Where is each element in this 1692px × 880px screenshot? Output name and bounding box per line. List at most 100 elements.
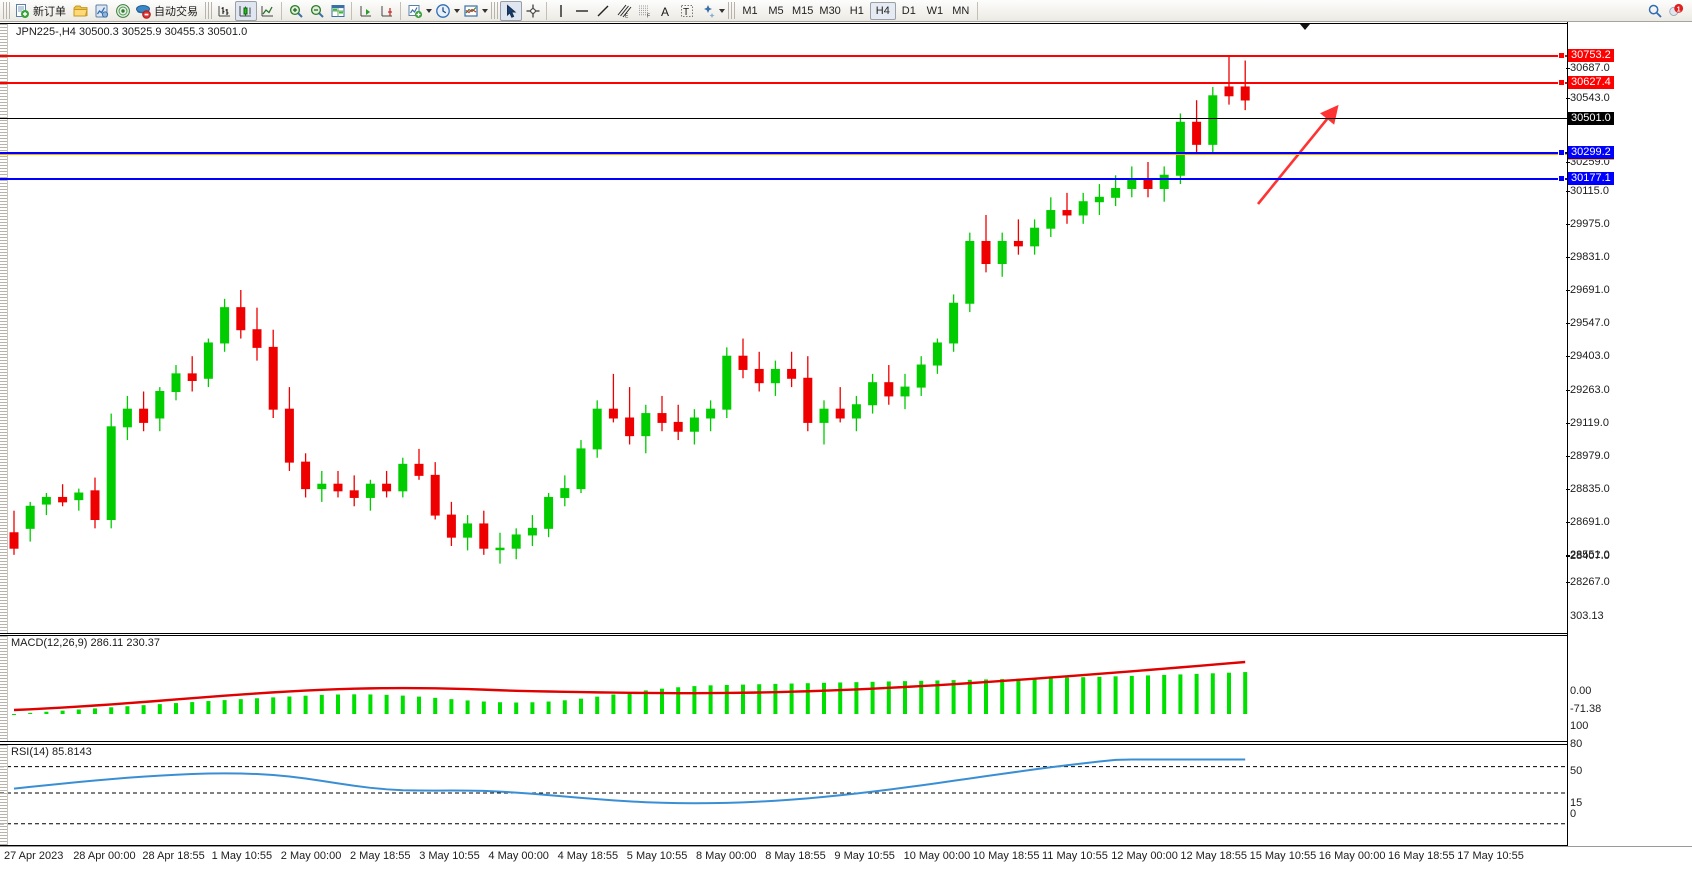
resistance-line-1-tag[interactable]: 30753.2 <box>1568 49 1614 62</box>
indicators-dropdown-caret[interactable] <box>426 8 432 13</box>
zoom-in-button[interactable] <box>285 1 306 21</box>
line-chart-button[interactable] <box>257 1 278 21</box>
macd-panel[interactable]: MACD(12,26,9) 286.11 230.37 <box>0 635 1568 742</box>
pivot-line[interactable] <box>0 153 1568 155</box>
cursor-button[interactable] <box>500 0 522 21</box>
timeframe-w1[interactable]: W1 <box>926 4 944 17</box>
vertical-line-button[interactable] <box>550 1 571 21</box>
macd-tick: 0.00 <box>1570 685 1592 697</box>
current-price-tag[interactable]: 30501.0 <box>1568 112 1614 125</box>
support-line-2-handle[interactable] <box>1558 175 1565 182</box>
timeframe-m15[interactable]: M15 <box>792 4 814 17</box>
data-window-button[interactable] <box>327 1 348 21</box>
time-tick: 28 Apr 18:55 <box>142 850 205 862</box>
timeframe-h1[interactable]: H1 <box>849 4 864 17</box>
price-tickmark <box>1566 257 1570 258</box>
fibonacci-button[interactable]: F <box>634 1 655 21</box>
price-tickmark <box>1566 522 1570 523</box>
navigator-button[interactable] <box>112 1 133 21</box>
shapes-dropdown-caret[interactable] <box>719 8 725 13</box>
rsi-series <box>0 758 1568 825</box>
notifications-icon: 1 <box>1668 3 1683 16</box>
time-tick: 16 May 18:55 <box>1388 850 1455 862</box>
rsi-tick: 50 <box>1570 765 1583 777</box>
toolbar-grip-2[interactable] <box>205 2 212 19</box>
support-line-1-handle[interactable] <box>1558 149 1565 156</box>
support-line-1[interactable] <box>0 152 1568 154</box>
periods-dropdown-caret[interactable] <box>454 8 460 13</box>
timeframe-d1[interactable]: D1 <box>901 4 916 17</box>
rsi-label: RSI(14) 85.8143 <box>11 746 92 758</box>
indicators-button[interactable] <box>404 1 425 21</box>
time-tick: 16 May 00:00 <box>1318 850 1386 862</box>
support-line-2[interactable] <box>0 178 1568 180</box>
timeframe-mn[interactable]: MN <box>952 4 970 17</box>
toolbar-grip-4[interactable] <box>728 2 735 19</box>
crosshair-button[interactable] <box>522 1 543 21</box>
trendline-button[interactable] <box>592 1 613 21</box>
candlestick-chart-button[interactable] <box>235 0 257 21</box>
price-tick: 29975.0 <box>1566 218 1610 230</box>
resistance-line-1[interactable] <box>0 55 1568 57</box>
price-tickmark <box>1566 323 1570 324</box>
time-tick: 4 May 18:55 <box>557 850 619 862</box>
timeframe-m1[interactable]: M1 <box>742 4 758 17</box>
rsi-tick: 15 <box>1570 797 1583 809</box>
new-order-button[interactable]: 新订单 <box>12 1 70 21</box>
resistance-line-2-tag[interactable]: 30627.4 <box>1568 76 1614 89</box>
resistance-line-2-handle[interactable] <box>1558 79 1565 86</box>
crosshair-icon <box>526 4 539 17</box>
price-tickmark <box>1566 162 1570 163</box>
auto-scroll-icon <box>360 5 371 16</box>
toolbar-grip[interactable] <box>3 2 10 19</box>
chart-shift-icon <box>381 5 392 16</box>
support-line-2-tag[interactable]: 30177.1 <box>1568 172 1614 185</box>
text-label-button[interactable]: T <box>676 1 697 21</box>
chart-collapse-caret[interactable] <box>1300 24 1310 30</box>
timeframe-h4[interactable]: H4 <box>869 1 896 20</box>
shapes-button[interactable] <box>697 1 718 21</box>
candlestick-icon <box>239 5 251 16</box>
support-line-1-tag[interactable]: 30299.2 <box>1568 146 1614 159</box>
time-tick: 5 May 10:55 <box>626 850 688 862</box>
price-tickmark <box>1566 290 1570 291</box>
auto-scroll-button[interactable] <box>355 1 376 21</box>
up-arrow-annotation[interactable] <box>0 24 1568 633</box>
bar-chart-button[interactable] <box>214 1 235 21</box>
new-order-label: 新订单 <box>33 5 66 18</box>
time-axis[interactable]: 27 Apr 2023 28 Apr 00:00 28 Apr 18:55 1 May… <box>0 846 1692 880</box>
horizontal-line-button[interactable] <box>571 1 592 21</box>
text-button[interactable]: A <box>655 1 676 21</box>
templates-dropdown-caret[interactable] <box>482 8 488 13</box>
timeframe-m30[interactable]: M30 <box>819 4 841 17</box>
channel-button[interactable]: E <box>613 1 634 21</box>
templates-button[interactable] <box>460 1 481 21</box>
price-tickmark <box>1566 489 1570 490</box>
macd-panel-grip[interactable] <box>0 636 8 741</box>
zoom-out-button[interactable] <box>306 1 327 21</box>
resistance-line-1-handle[interactable] <box>1558 52 1565 59</box>
time-tick: 3 May 10:55 <box>419 850 480 862</box>
notifications-button[interactable]: 1 <box>1665 1 1686 21</box>
price-axis[interactable]: 30687.030543.030403.030259.030115.029975… <box>1566 22 1692 846</box>
price-tickmark <box>1566 98 1570 99</box>
price-panel-grip[interactable] <box>0 24 8 633</box>
rsi-panel-grip[interactable] <box>0 745 8 845</box>
rsi-panel[interactable]: RSI(14) 85.8143 <box>0 744 1568 846</box>
market-watch-button[interactable] <box>91 1 112 21</box>
periods-button[interactable] <box>432 1 453 21</box>
auto-trading-button[interactable]: 自动交易 <box>133 1 202 21</box>
profiles-button[interactable] <box>70 1 91 21</box>
chart-shift-button[interactable] <box>376 1 397 21</box>
text-icon: A <box>661 5 669 19</box>
candlestick-series <box>9 56 1250 564</box>
toolbar-separator-4 <box>546 1 547 20</box>
time-tick: 28 Apr 00:00 <box>73 850 136 862</box>
timeframe-m5[interactable]: M5 <box>768 4 784 17</box>
chart-workspace[interactable]: JPN225-,H4 30500.3 30525.9 30455.3 30501… <box>0 22 1692 880</box>
search-button[interactable] <box>1644 1 1665 21</box>
price-tick: 29547.0 <box>1566 317 1610 329</box>
toolbar-grip-3[interactable] <box>491 2 498 19</box>
price-chart-panel[interactable]: JPN225-,H4 30500.3 30525.9 30455.3 30501… <box>0 23 1568 634</box>
resistance-line-2[interactable] <box>0 82 1568 84</box>
